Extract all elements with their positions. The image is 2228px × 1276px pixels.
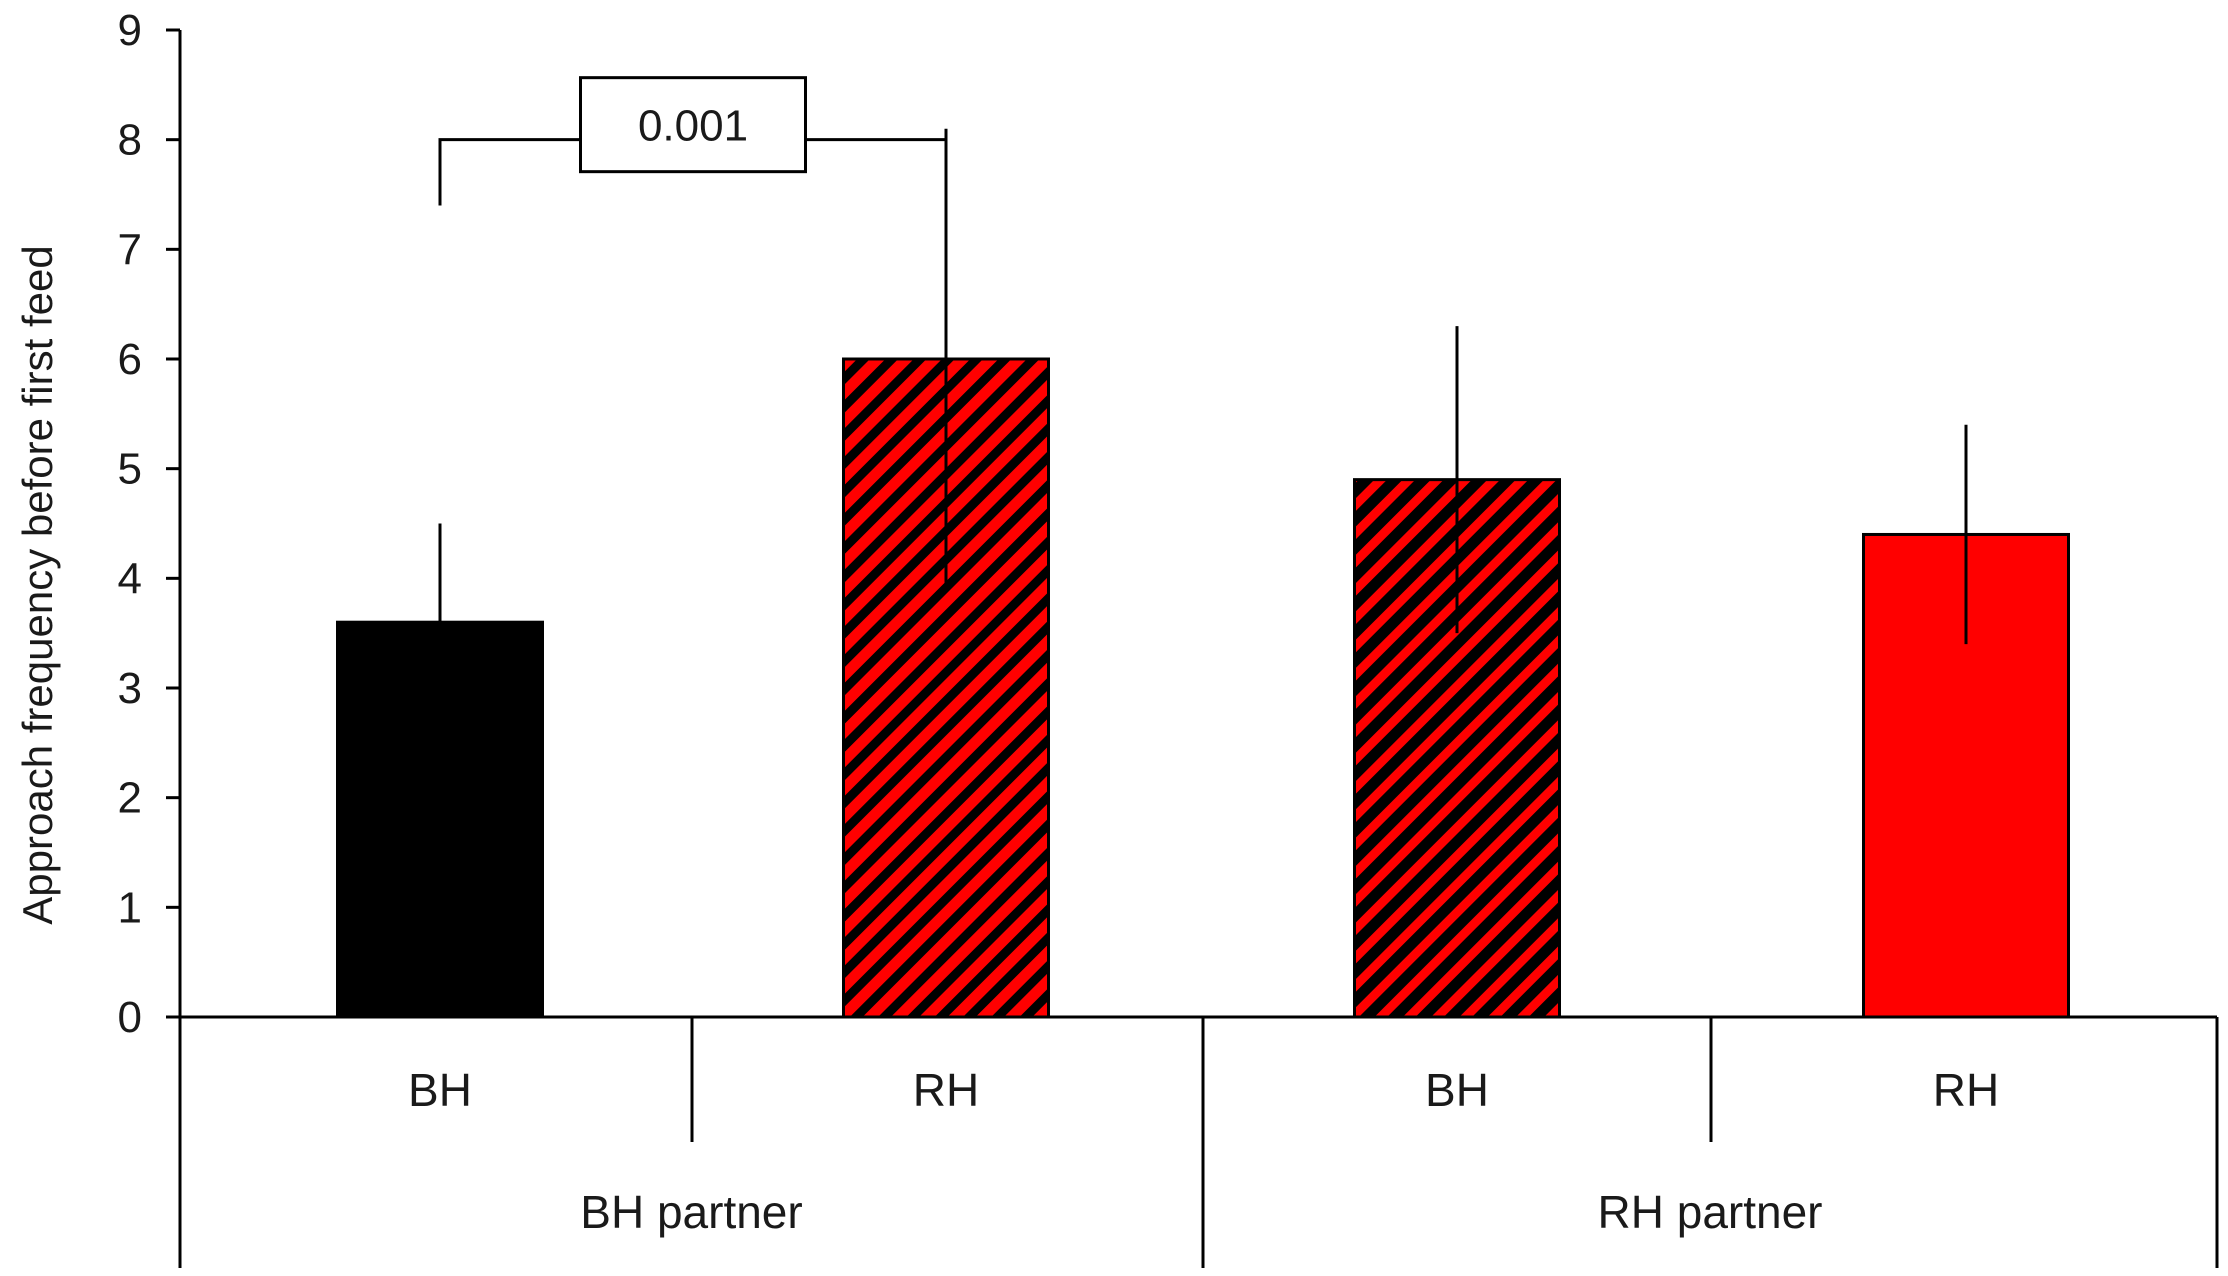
y-tick-label: 9 bbox=[118, 6, 142, 55]
y-tick-label: 8 bbox=[118, 116, 142, 165]
error-bars bbox=[438, 128, 1968, 721]
y-tick-label: 0 bbox=[118, 993, 142, 1042]
significance-bracket bbox=[438, 138, 948, 206]
y-tick-label: 3 bbox=[118, 664, 142, 713]
y-tick-label: 2 bbox=[118, 774, 142, 823]
p-value-box bbox=[579, 76, 807, 174]
y-tick-label: 1 bbox=[118, 883, 142, 932]
x-axis: BH RH BH RH BH partner RH partner bbox=[166, 1015, 2219, 1268]
y-tick-label: 4 bbox=[118, 554, 142, 603]
x-category-label: BH bbox=[1425, 1064, 1489, 1116]
y-axis-label: Approach frequency before first feed bbox=[14, 245, 61, 924]
y-tick-label: 6 bbox=[118, 335, 142, 384]
x-category-label: BH bbox=[408, 1064, 472, 1116]
x-group-label: RH partner bbox=[1598, 1186, 1823, 1238]
p-value-label: 0.001 bbox=[638, 102, 748, 151]
bars bbox=[336, 357, 2070, 1019]
y-tick-label: 5 bbox=[118, 445, 142, 494]
x-category-label: RH bbox=[913, 1064, 979, 1116]
y-axis: 0 1 2 3 4 5 6 7 8 9 bbox=[118, 6, 182, 1042]
x-category-label: RH bbox=[1933, 1064, 1999, 1116]
y-tick-label: 7 bbox=[118, 225, 142, 274]
x-group-label: BH partner bbox=[580, 1186, 802, 1238]
significance-annotation: 0.001 bbox=[438, 76, 948, 206]
